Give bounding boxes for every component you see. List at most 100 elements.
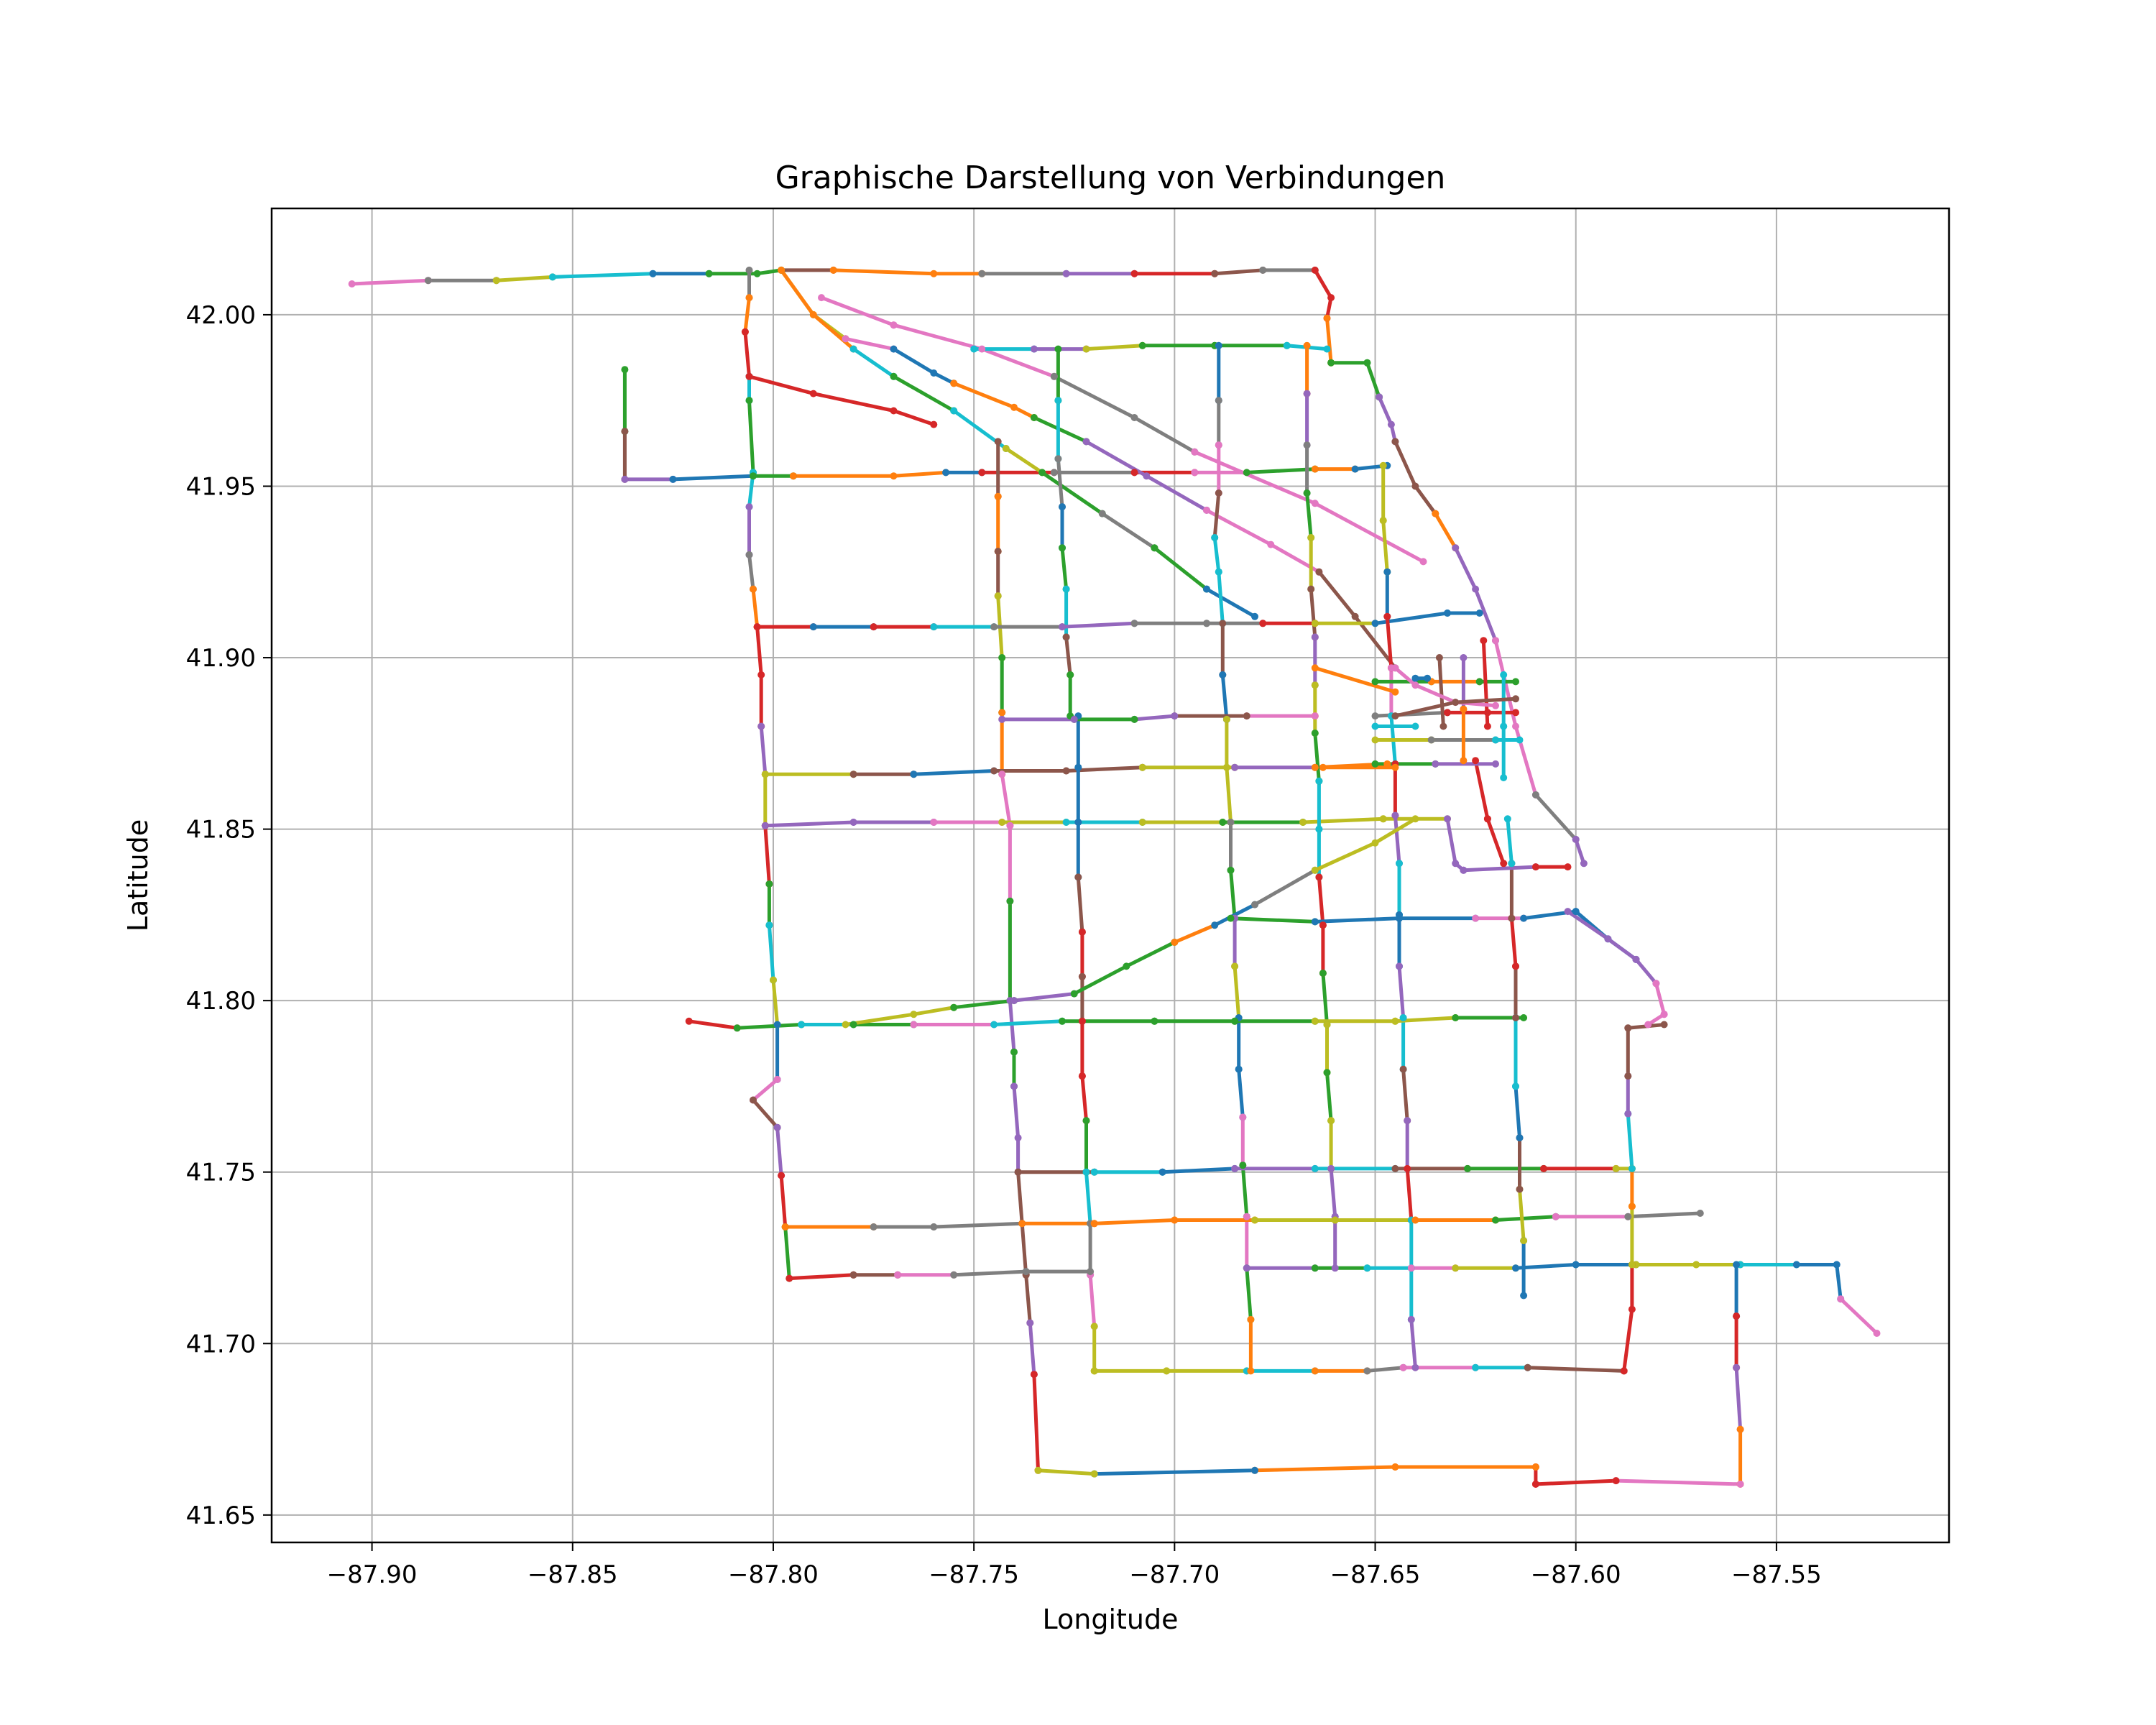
stop-marker [1483, 709, 1491, 717]
stop-marker [1363, 359, 1371, 367]
stop-marker [930, 369, 938, 377]
stop-marker [1143, 472, 1151, 480]
route-segment [1514, 1084, 1521, 1140]
stop-marker [1475, 678, 1483, 686]
stop-marker [1580, 860, 1588, 868]
stop-marker [1130, 715, 1138, 723]
stop-marker [1552, 1213, 1560, 1220]
route-segment [1225, 765, 1233, 824]
route-segment [1313, 666, 1397, 694]
route-segment [1329, 1167, 1337, 1219]
stop-marker [1435, 654, 1443, 661]
route-segment [1032, 1372, 1040, 1473]
route-segment [350, 278, 430, 286]
stop-marker [950, 380, 958, 387]
stop-marker [1399, 1014, 1407, 1021]
stop-marker [1472, 757, 1480, 765]
stop-marker [950, 407, 958, 415]
stop-marker [809, 310, 817, 318]
x-tick-label: −87.70 [1129, 1560, 1220, 1589]
stop-marker [1391, 688, 1399, 696]
stop-marker [1564, 863, 1572, 871]
route-segment [759, 724, 768, 776]
stop-marker [1492, 1216, 1499, 1224]
stop-marker [842, 1021, 849, 1029]
route-segment [1028, 1321, 1036, 1376]
stop-marker [1151, 1017, 1158, 1025]
route-segment [1835, 1263, 1843, 1301]
stop-marker [1460, 757, 1468, 765]
stop-marker [1411, 681, 1419, 689]
stop-marker [424, 277, 432, 285]
stop-marker [1311, 763, 1319, 771]
route-segment [892, 347, 956, 385]
route-segment [1305, 491, 1313, 540]
route-segment [1092, 1468, 1257, 1476]
stop-marker [1219, 671, 1227, 678]
stop-marker [1632, 955, 1640, 963]
stop-marker [998, 770, 1006, 778]
stop-marker [1090, 1470, 1098, 1478]
stop-marker [1516, 1134, 1524, 1141]
stop-marker [890, 407, 898, 415]
stop-marker [1303, 441, 1311, 449]
stop-marker [1452, 1014, 1460, 1021]
stop-marker [1792, 1261, 1800, 1269]
stop-marker [1331, 1216, 1339, 1224]
stop-marker [1624, 1110, 1632, 1118]
stop-marker [1311, 664, 1319, 672]
route-segment [1493, 638, 1538, 797]
route-segment [1473, 758, 1490, 821]
stop-marker [1251, 1216, 1258, 1224]
route-segment [1385, 615, 1393, 670]
stop-marker [1203, 506, 1210, 514]
route-segment [1100, 512, 1156, 550]
stop-marker [1030, 1371, 1038, 1379]
route-segment [1365, 361, 1381, 399]
stop-marker [1407, 1264, 1415, 1272]
stop-marker [548, 273, 556, 281]
stop-marker [1379, 517, 1387, 525]
y-tick-label: 42.00 [186, 301, 256, 330]
stop-marker [1006, 897, 1014, 905]
stop-marker [1030, 345, 1038, 353]
stop-marker [1472, 914, 1480, 922]
stop-marker [1243, 712, 1250, 720]
stop-marker [1387, 420, 1395, 428]
stop-marker [1219, 819, 1227, 826]
stop-marker [1432, 510, 1439, 518]
stop-marker [761, 822, 769, 829]
stop-marker [745, 372, 753, 380]
stop-marker [1082, 1168, 1090, 1176]
stop-marker [1411, 1363, 1419, 1371]
stop-marker [1624, 1213, 1632, 1220]
route-segment [1461, 865, 1538, 873]
stop-marker [998, 715, 1006, 723]
stop-marker [1014, 1168, 1022, 1176]
stop-marker [1500, 860, 1508, 868]
stop-marker [1239, 1162, 1247, 1169]
route-segment [1405, 1167, 1414, 1222]
stop-marker [1211, 921, 1219, 929]
stop-marker [1018, 1220, 1026, 1228]
stop-marker [1171, 939, 1179, 946]
route-segment [1574, 837, 1586, 865]
stop-marker [1492, 760, 1499, 768]
stop-marker [1251, 1466, 1258, 1474]
stop-marker [1327, 1117, 1335, 1125]
stop-marker [745, 397, 753, 405]
stop-marker [998, 709, 1006, 717]
stop-marker [348, 280, 356, 288]
route-segment [1381, 518, 1389, 574]
route-segment [775, 1126, 783, 1177]
route-segment [687, 1019, 740, 1030]
x-axis-label: Longitude [1043, 1604, 1179, 1635]
stop-marker [1259, 620, 1267, 627]
stop-marker [1733, 1363, 1741, 1371]
stop-marker [1733, 1312, 1741, 1320]
stop-marker [750, 472, 757, 480]
route-segment [952, 998, 1016, 1010]
stop-marker [1516, 1185, 1524, 1193]
route-segment [1152, 546, 1209, 592]
route-segment [1397, 964, 1406, 1020]
